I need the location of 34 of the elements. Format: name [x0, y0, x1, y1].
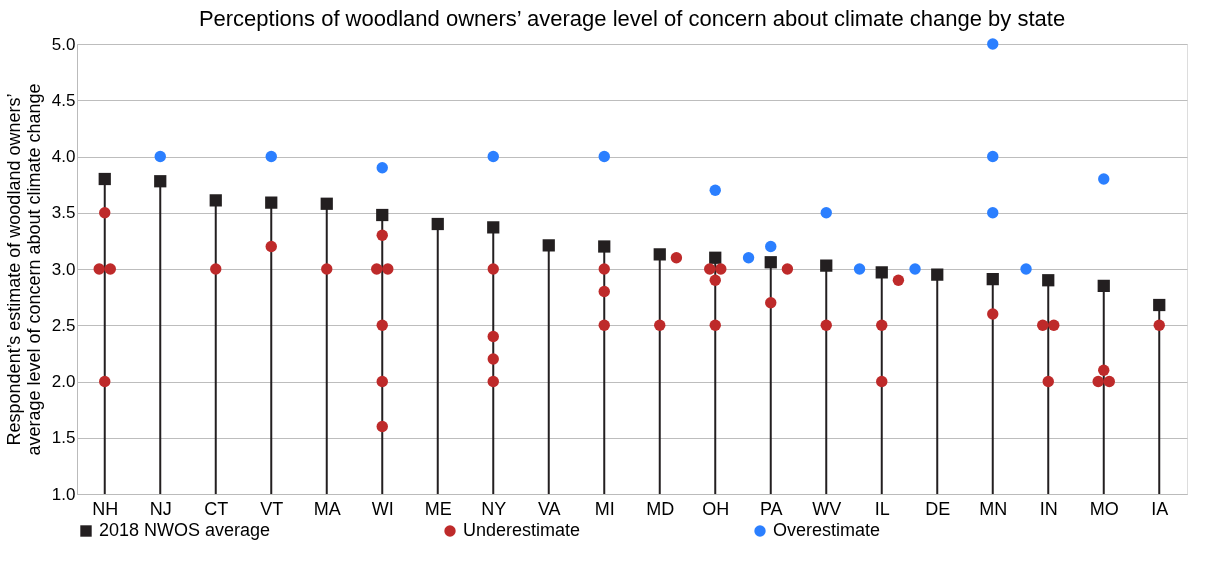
y-tick-label: 1.5	[51, 428, 76, 448]
x-tick-label: CT	[204, 498, 229, 519]
y-tick-label: 2.5	[51, 315, 76, 335]
x-tick-label: IA	[1151, 498, 1169, 519]
legend-label: Underestimate	[463, 520, 581, 540]
y-tick-label: 3.5	[51, 203, 76, 223]
x-tick-label: PA	[759, 498, 783, 519]
y-tick-label: 3.0	[51, 259, 76, 279]
x-tick-label: VA	[537, 498, 561, 519]
chart-title: Perceptions of woodland owners’ average level of concern about climate change by state	[198, 6, 1066, 31]
x-tick-label: WV	[812, 498, 842, 519]
y-tick-label: 4.0	[51, 147, 76, 166]
y-tick-label: 1.0	[51, 484, 76, 504]
x-tick-label: WI	[371, 498, 394, 519]
y-tick-label: 2.0	[51, 372, 76, 391]
x-tick-label: VT	[260, 498, 284, 519]
x-tick-label: DE	[925, 498, 951, 519]
legend-label: Overestimate	[773, 520, 881, 540]
x-tick-label: MO	[1089, 498, 1119, 519]
x-tick-label: IL	[874, 498, 890, 519]
x-tick-label: OH	[702, 498, 730, 519]
x-tick-label: IN	[1039, 498, 1058, 519]
x-tick-label: MN	[979, 498, 1008, 519]
y-tick-label: 4.5	[51, 90, 76, 110]
x-tick-label: NY	[481, 498, 507, 519]
x-tick-label: NJ	[149, 498, 172, 519]
x-tick-label: MD	[646, 498, 675, 519]
legend-label: 2018 NWOS average	[99, 520, 271, 540]
y-axis-title: Respondent’s estimate of woodland owners’ average level of concern about climate change	[3, 83, 44, 456]
x-tick-label: MA	[313, 498, 341, 519]
x-tick-label: NH	[92, 498, 119, 519]
x-tick-label: ME	[424, 498, 452, 519]
x-tick-label: MI	[594, 498, 615, 519]
y-tick-label: 5.0	[51, 34, 76, 54]
